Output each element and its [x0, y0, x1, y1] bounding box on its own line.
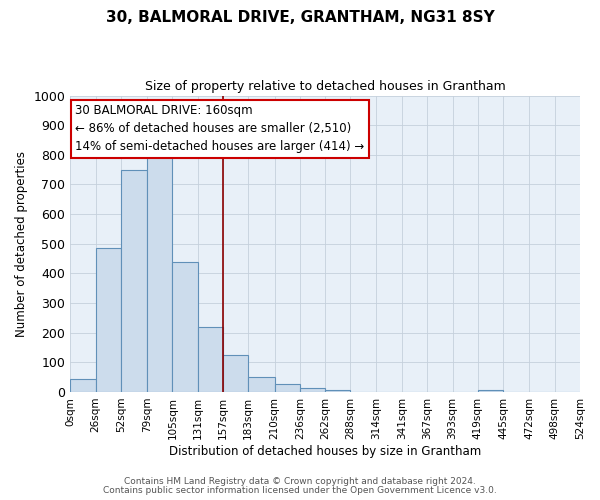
Bar — [248, 376, 275, 392]
Bar — [121, 170, 147, 392]
Bar — [478, 390, 503, 392]
Bar — [172, 262, 198, 392]
Bar — [275, 384, 300, 392]
Text: Contains HM Land Registry data © Crown copyright and database right 2024.: Contains HM Land Registry data © Crown c… — [124, 477, 476, 486]
Bar — [198, 326, 223, 392]
Text: 30, BALMORAL DRIVE, GRANTHAM, NG31 8SY: 30, BALMORAL DRIVE, GRANTHAM, NG31 8SY — [106, 10, 494, 25]
X-axis label: Distribution of detached houses by size in Grantham: Distribution of detached houses by size … — [169, 444, 481, 458]
Text: 30 BALMORAL DRIVE: 160sqm
← 86% of detached houses are smaller (2,510)
14% of se: 30 BALMORAL DRIVE: 160sqm ← 86% of detac… — [76, 104, 365, 154]
Text: Contains public sector information licensed under the Open Government Licence v3: Contains public sector information licen… — [103, 486, 497, 495]
Bar — [147, 156, 172, 392]
Bar — [70, 379, 95, 392]
Bar — [223, 355, 248, 392]
Bar — [95, 248, 121, 392]
Y-axis label: Number of detached properties: Number of detached properties — [15, 151, 28, 337]
Bar — [325, 390, 350, 392]
Bar — [300, 388, 325, 392]
Title: Size of property relative to detached houses in Grantham: Size of property relative to detached ho… — [145, 80, 506, 93]
